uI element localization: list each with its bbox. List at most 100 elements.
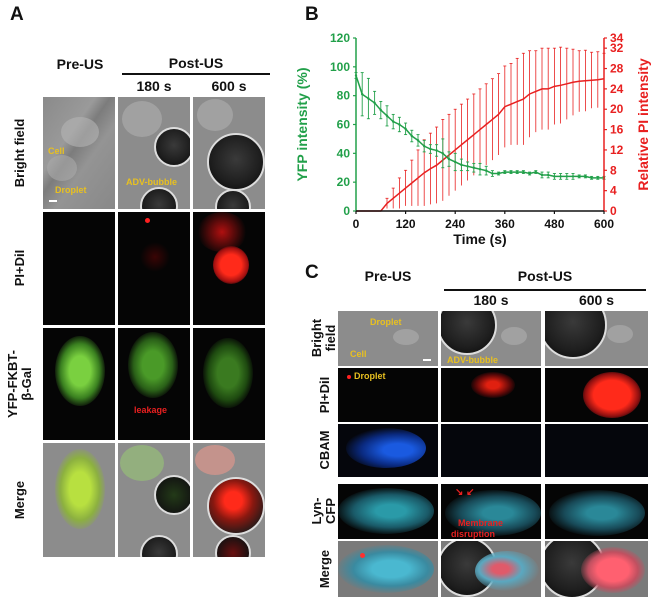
- micrograph-a-yfp-180: leakage: [118, 328, 190, 440]
- micrograph-c-merge-180: [441, 541, 541, 597]
- right-y-tick-label: 0: [610, 204, 617, 218]
- micrograph-c-bright-180: ADV-bubble: [441, 311, 541, 366]
- right-y-tick-label: 16: [610, 123, 624, 137]
- panel-a-letter: A: [10, 4, 24, 25]
- row-line: CFP: [323, 498, 338, 524]
- merge-signal: [475, 551, 539, 591]
- micrograph-c-bright-600: [545, 311, 648, 366]
- x-tick-label: 600: [594, 217, 614, 231]
- panel-a-pre-us-header: Pre-US: [56, 56, 104, 72]
- x-tick-label: 0: [353, 217, 360, 231]
- pi-signal: [140, 242, 170, 272]
- panel-a-time-600: 600 s: [211, 78, 247, 94]
- right-y-tick-label: 34: [610, 31, 624, 45]
- cfp-signal: [338, 545, 434, 593]
- left-y-tick-label: 0: [343, 204, 350, 218]
- cell-shape: [393, 329, 419, 345]
- adv-bubble: [154, 475, 190, 515]
- adv-bubble: [545, 311, 607, 359]
- panel-c-post-us-divider: [444, 289, 646, 291]
- panel-a-row-bright-field: Bright field: [12, 118, 27, 188]
- micrograph-a-bright-600: [193, 97, 265, 209]
- row-line: field: [323, 324, 338, 352]
- micrograph-c-cbam-180: [441, 424, 541, 477]
- micrograph-c-merge-pre: [338, 541, 438, 597]
- merge-signal: [581, 547, 645, 593]
- micrograph-c-lyn-600: [545, 484, 648, 539]
- panel-c-pre-us-header: Pre-US: [364, 268, 412, 284]
- micrograph-c-lyn-pre: [338, 484, 438, 539]
- right-y-tick-label: 8: [610, 163, 617, 177]
- cell-shape: [120, 445, 164, 481]
- micrograph-c-bright-pre: Droplet Cell: [338, 311, 438, 366]
- adv-bubble: [140, 187, 178, 209]
- annotation-leakage: leakage: [134, 405, 168, 415]
- x-tick-label: 360: [495, 217, 515, 231]
- adv-bubble: [215, 535, 251, 557]
- panel-a-row-yfp-line2: β-Gal: [19, 367, 34, 401]
- micrograph-a-yfp-600: [193, 328, 265, 440]
- cell-shape: [47, 155, 77, 181]
- adv-bubble: [207, 477, 265, 535]
- panel-c-time-180: 180 s: [473, 292, 509, 308]
- pi-signal: [213, 246, 249, 284]
- panel-a-time-180: 180 s: [136, 78, 172, 94]
- micrograph-a-pi-pre: [43, 212, 115, 325]
- yfp-signal: [128, 332, 178, 398]
- panel-c-row-merge: Merge: [317, 549, 332, 589]
- annotation-droplet: Droplet: [55, 185, 87, 195]
- panel-b-letter: B: [305, 4, 319, 25]
- adv-bubble: [215, 189, 251, 209]
- panel-a-row-pi-dil: PI+DiI: [12, 249, 27, 287]
- panel-a-row-yfp-line1: YFP-FKBT-: [5, 350, 20, 418]
- x-axis-title: Time (s): [453, 231, 506, 247]
- cell-shape: [195, 445, 235, 475]
- right-y-tick-label: 12: [610, 143, 624, 157]
- annotation-membrane-disruption: Membrane: [458, 518, 503, 528]
- left-y-tick-label: 80: [337, 89, 351, 103]
- micrograph-c-cbam-600: [545, 424, 648, 477]
- cell-shape: [501, 327, 527, 345]
- annotation-line: Membrane: [458, 518, 504, 528]
- yfp-signal: [55, 336, 105, 406]
- panel-c-post-us-header: Post-US: [517, 268, 573, 284]
- micrograph-a-merge-180: [118, 443, 190, 557]
- right-y-tick-label: 24: [610, 82, 624, 96]
- micrograph-a-pi-180: [118, 212, 190, 325]
- right-y-tick-label: 20: [610, 102, 624, 116]
- x-tick-label: 120: [396, 217, 416, 231]
- yfp-signal: [203, 338, 253, 408]
- micrograph-c-cbam-pre: [338, 424, 438, 477]
- panel-a-post-us-divider: [122, 73, 270, 75]
- row-line: Bright: [309, 318, 324, 358]
- annotation-cell: Cell: [350, 349, 367, 359]
- row-line: Lyn-: [309, 497, 324, 525]
- micrograph-c-pi-pre: Droplet: [338, 368, 438, 422]
- panel-a-row-merge: Merge: [12, 480, 27, 520]
- cfp-signal: [445, 490, 541, 536]
- annotation-droplet: Droplet: [370, 317, 402, 327]
- yfp-series-line: [355, 75, 604, 179]
- pi-signal: [471, 372, 515, 398]
- x-tick-label: 240: [445, 217, 465, 231]
- droplet-dot: [360, 553, 365, 558]
- cell-shape: [607, 325, 633, 343]
- panel-c-row-cbam: CBAM: [317, 430, 332, 470]
- annotation-cell: Cell: [48, 146, 65, 156]
- pi-series-line: [356, 77, 605, 212]
- cbam-signal: [346, 428, 426, 468]
- micrograph-c-pi-180: [441, 368, 541, 422]
- left-y-axis-title: YFP intensity (%): [294, 67, 310, 181]
- left-y-tick-label: 40: [337, 146, 351, 160]
- adv-bubble: [154, 127, 190, 167]
- panel-c-row-bright-field: Bright field: [309, 318, 338, 358]
- right-y-axis-title: Relative PI intensity: [635, 58, 651, 190]
- right-y-tick-label: 32: [610, 41, 624, 55]
- scale-bar: [423, 359, 431, 361]
- pi-signal: [197, 212, 247, 252]
- left-y-tick-label: 120: [330, 31, 350, 45]
- panel-c-time-600: 600 s: [578, 292, 615, 308]
- yfp-signal: [55, 449, 105, 529]
